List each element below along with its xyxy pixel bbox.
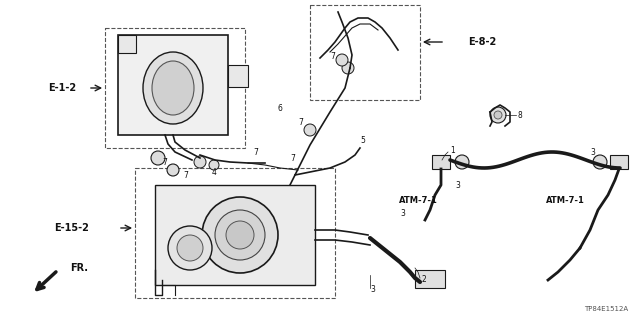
Circle shape (304, 124, 316, 136)
Text: E-1-2: E-1-2 (48, 83, 76, 93)
Text: 7: 7 (298, 117, 303, 126)
Text: 6: 6 (278, 103, 283, 113)
Circle shape (151, 151, 165, 165)
Text: 5: 5 (360, 135, 365, 145)
Text: ATM-7-1: ATM-7-1 (545, 196, 584, 204)
Circle shape (177, 235, 203, 261)
Bar (610, 155, 628, 169)
Text: TP84E1512A: TP84E1512A (584, 306, 628, 312)
Text: 2: 2 (422, 276, 427, 284)
Text: 3: 3 (400, 209, 405, 218)
Bar (228, 65, 248, 87)
Bar (310, 5, 420, 100)
Text: 1: 1 (450, 146, 455, 155)
Ellipse shape (143, 52, 203, 124)
Text: 4: 4 (212, 167, 217, 177)
Text: 7: 7 (290, 154, 295, 163)
Circle shape (336, 54, 348, 66)
Bar (155, 185, 315, 285)
Text: 8: 8 (518, 110, 523, 119)
Text: 3: 3 (590, 148, 595, 156)
Circle shape (494, 111, 502, 119)
Circle shape (194, 156, 206, 168)
Circle shape (593, 155, 607, 169)
Circle shape (226, 221, 254, 249)
Text: 3: 3 (370, 285, 375, 294)
Text: 7: 7 (253, 148, 258, 156)
Circle shape (342, 62, 354, 74)
Text: 3: 3 (455, 180, 460, 189)
Bar (105, 28, 245, 148)
Bar (415, 270, 445, 288)
Bar (118, 35, 136, 53)
Text: E-8-2: E-8-2 (468, 37, 496, 47)
Circle shape (168, 226, 212, 270)
Circle shape (215, 210, 265, 260)
Circle shape (209, 160, 219, 170)
Circle shape (167, 164, 179, 176)
Ellipse shape (152, 61, 194, 115)
Text: FR.: FR. (70, 263, 88, 273)
Circle shape (202, 197, 278, 273)
Circle shape (455, 155, 469, 169)
Text: ATM-7-1: ATM-7-1 (399, 196, 437, 204)
Text: 7: 7 (162, 157, 167, 166)
Bar (432, 155, 450, 169)
Bar (118, 35, 228, 135)
Text: E-15-2: E-15-2 (54, 223, 90, 233)
Text: 7: 7 (183, 171, 188, 180)
Circle shape (490, 107, 506, 123)
Text: 7: 7 (330, 52, 335, 60)
Bar (135, 168, 335, 298)
